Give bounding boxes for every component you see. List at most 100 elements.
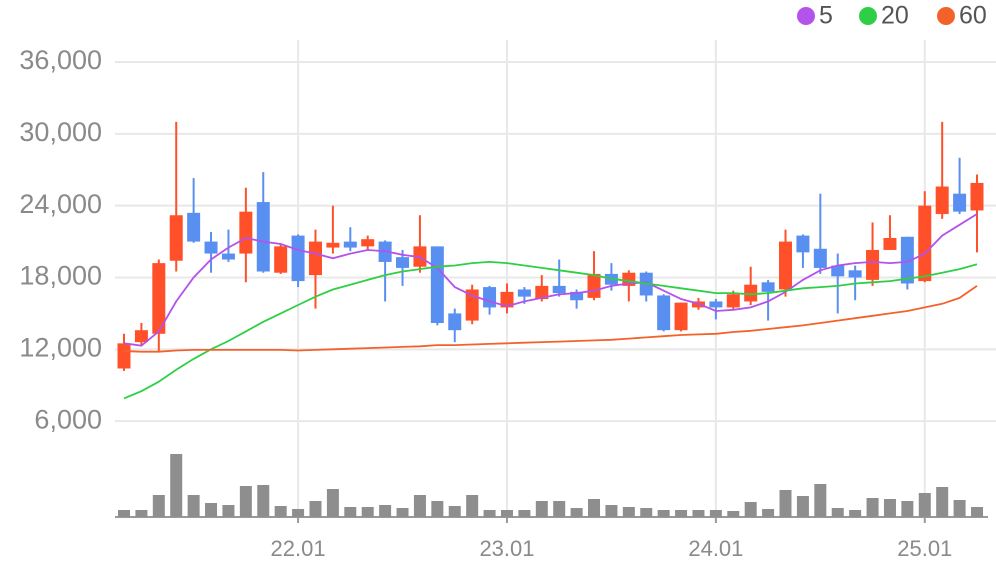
- x-tick-label: 22.01: [271, 536, 326, 561]
- candle-body: [883, 237, 897, 250]
- candle-body: [761, 282, 775, 292]
- ma-line: [123, 213, 978, 347]
- volume-bar: [762, 509, 775, 517]
- volume-bar: [727, 511, 740, 517]
- volume-bar: [274, 506, 287, 517]
- candle-body: [848, 270, 862, 278]
- candle-body: [779, 241, 793, 290]
- candle-body: [918, 205, 932, 282]
- volume-bar: [118, 510, 130, 517]
- volume-bar: [744, 502, 757, 517]
- candle-body: [970, 182, 984, 211]
- volume-bar: [605, 505, 618, 517]
- volume-bar: [831, 508, 844, 517]
- volume-bar: [379, 505, 392, 517]
- volume-bar: [657, 510, 670, 517]
- candle-body: [813, 248, 827, 268]
- volume-bar: [953, 500, 966, 517]
- volume-bar: [361, 507, 374, 517]
- volume-bar: [570, 508, 583, 517]
- x-tick-label: 25.01: [897, 536, 952, 561]
- legend-marker: [859, 7, 877, 25]
- candle-body: [483, 287, 497, 308]
- candle-body: [396, 257, 410, 268]
- volume-bar: [413, 495, 426, 517]
- candle-body: [535, 285, 549, 300]
- candle-body: [953, 193, 967, 212]
- volume-bar: [936, 487, 949, 517]
- ma-line: [123, 285, 978, 353]
- y-tick-label: 6,000: [34, 404, 102, 434]
- volume-bar: [971, 507, 983, 517]
- candle-body: [117, 343, 131, 369]
- volume-bar: [535, 501, 548, 517]
- volume-bar: [918, 493, 931, 517]
- ma-line: [123, 260, 978, 400]
- legend-label: 5: [819, 2, 833, 30]
- volume-bar: [675, 510, 688, 517]
- candle-body: [239, 211, 253, 254]
- candle-body: [935, 186, 949, 215]
- volume-bar: [483, 510, 496, 517]
- candle-body: [187, 212, 201, 242]
- candle-body: [587, 273, 601, 298]
- volume-bar: [849, 510, 862, 517]
- volume-bar: [170, 454, 183, 517]
- volume-bar: [135, 510, 148, 517]
- volume-bar: [466, 495, 479, 517]
- y-tick-label: 36,000: [19, 45, 102, 75]
- candle-body: [134, 330, 148, 343]
- volume-bar: [553, 501, 566, 517]
- candle-body: [169, 215, 183, 261]
- candle-body: [448, 313, 462, 331]
- volume-bar: [640, 508, 653, 517]
- volume-bar: [779, 490, 792, 517]
- volume-bar: [187, 495, 200, 517]
- volume-bar: [239, 486, 252, 517]
- volume-bar: [205, 503, 218, 517]
- volume-bar: [866, 498, 879, 517]
- volume-bar: [814, 484, 827, 517]
- volume-bar: [396, 508, 409, 517]
- x-tick-label: 23.01: [479, 536, 534, 561]
- candle-body: [900, 236, 914, 284]
- candle-body: [152, 263, 166, 334]
- legend-label: 60: [959, 2, 987, 30]
- y-tick-label: 18,000: [19, 261, 102, 291]
- volume-bar: [709, 510, 722, 517]
- candle-body: [570, 291, 584, 301]
- candle-body: [326, 242, 340, 248]
- volume-bar: [588, 499, 601, 517]
- candle-body: [204, 241, 218, 254]
- volume-bar: [500, 510, 513, 517]
- y-tick-label: 12,000: [19, 332, 102, 362]
- volume-bar: [431, 501, 444, 517]
- volume-bar: [257, 485, 270, 517]
- volume-bar: [901, 501, 914, 517]
- candle-body: [552, 285, 566, 294]
- x-tick-label: 24.01: [688, 536, 743, 561]
- candle-body: [796, 235, 810, 253]
- volume-bar: [622, 507, 635, 517]
- volume-bar: [326, 489, 339, 517]
- candle-body: [657, 295, 671, 331]
- volume-bar: [222, 505, 235, 517]
- volume-bar: [309, 501, 322, 517]
- candle-body: [430, 246, 444, 323]
- volume-bar: [692, 510, 705, 517]
- legend-marker: [937, 7, 955, 25]
- volume-bar: [152, 495, 165, 517]
- candle-body: [709, 301, 723, 308]
- candle-body: [866, 249, 880, 280]
- candle-body: [726, 294, 740, 308]
- legend-marker: [797, 7, 815, 25]
- volume-bar: [796, 496, 809, 517]
- candle-body: [291, 235, 305, 282]
- candle-body: [744, 284, 758, 302]
- volume-bar: [344, 507, 357, 517]
- candle-body: [674, 302, 688, 331]
- volume-bar: [883, 499, 896, 517]
- candle-body: [308, 241, 322, 276]
- volume-bar: [448, 506, 461, 517]
